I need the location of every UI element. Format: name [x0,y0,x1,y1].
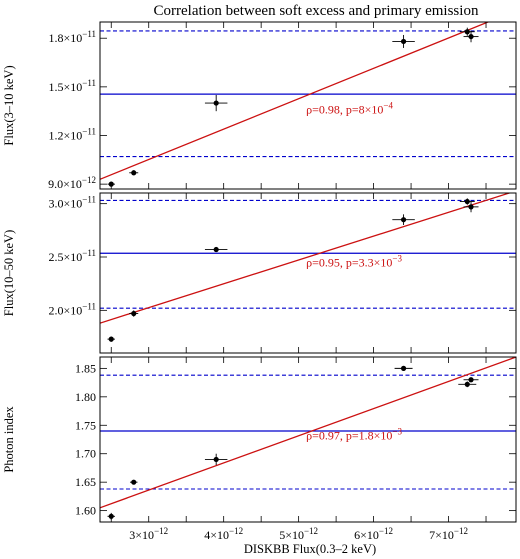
data-point-4 [394,365,413,371]
y-axis-label: Photon index [2,406,16,473]
data-point-2 [129,310,139,317]
y-tick-label: 1.8×10−11 [48,29,96,45]
point-marker [213,100,219,106]
data-point-3 [204,453,228,466]
y-tick-label: 1.75 [75,418,96,432]
y-tick-label: 1.65 [75,475,96,489]
point-marker [468,33,474,40]
y-tick-label: 9.0×10−12 [48,175,96,191]
data-point-5 [458,381,477,388]
y-tick-label: 1.85 [75,361,96,375]
y-axis-label: Flux(3–10 keV) [2,65,16,145]
correlation-annotation: ρ=0.95, p=3.3×10−3 [306,254,402,270]
point-marker [400,38,407,45]
y-tick-label: 1.70 [75,447,96,461]
point-marker [400,217,407,223]
point-marker [468,204,474,210]
x-tick-label: 5×10−12 [279,526,318,542]
data-point-6 [463,30,479,43]
data-point-6 [463,377,479,383]
fit-line [100,193,512,324]
data-point-4 [392,214,415,225]
y-tick-label: 2.5×10−11 [48,248,96,264]
x-tick-label: 7×10−12 [429,526,468,542]
point-marker [131,479,137,485]
chart-title: Correlation between soft excess and prim… [154,3,479,19]
data-point-3 [204,94,228,112]
data-point-5 [459,198,475,205]
x-tick-label: 4×10−12 [204,526,243,542]
data-point-6 [463,201,479,213]
y-tick-label: 1.80 [75,390,96,404]
point-marker [213,456,219,463]
point-marker [468,377,474,383]
point-marker [131,310,137,317]
data-point-2 [129,479,138,485]
fit-line [100,357,516,509]
x-tick-label: 3×10−12 [129,526,168,542]
fit-line [100,22,490,180]
data-point-4 [392,34,415,48]
data-point-5 [459,27,475,36]
point-marker [400,365,407,371]
point-marker [464,198,470,205]
plot-frame [99,21,517,190]
y-tick-label: 1.60 [75,504,96,518]
x-axis-label: DISKBB Flux(0.3–2 keV) [244,542,376,556]
panel-1: 9.0×10−12 1.2×10−11 1.5×10−11 1.8×10−11 Flux… [2,21,517,191]
plot-frame [99,192,517,354]
point-marker [131,170,137,176]
y-tick-label: 3.0×10−11 [48,195,96,211]
point-marker [464,29,470,35]
y-axis-label: Flux(10–50 keV) [2,230,16,316]
y-tick-label: 2.0×10−11 [48,301,96,317]
point-marker [464,381,470,387]
y-tick-label: 1.5×10−11 [48,78,96,94]
y-tick-label: 1.2×10−11 [48,126,96,142]
point-marker [213,246,219,253]
data-point-1 [107,336,115,342]
point-marker [108,336,114,342]
correlation-annotation: ρ=0.98, p=8×10−4 [306,101,393,117]
panel-3: 3×10−12 4×10−12 5×10−12 6×10−12 7×10−12 1.60 1… [2,356,517,542]
plot-frame [99,356,517,523]
x-tick-label: 6×10−12 [354,526,393,542]
panel-2: 2.0×10−11 2.5×10−11 3.0×10−11 Flux(10–50 ke… [2,192,517,354]
correlation-annotation: ρ=0.97, p=1.8×10−3 [306,427,402,443]
data-point-2 [129,170,139,176]
data-point-3 [204,246,228,253]
